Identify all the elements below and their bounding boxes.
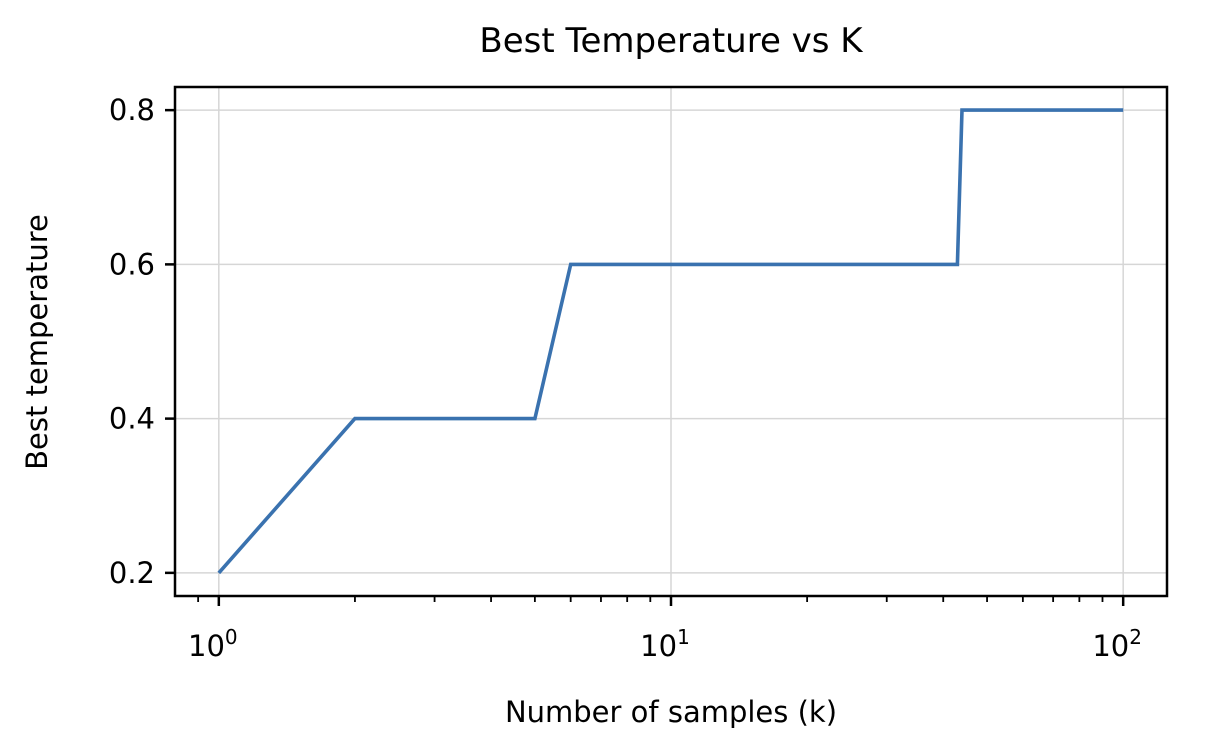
grid	[175, 87, 1167, 596]
x-tick-base: 10	[640, 629, 677, 663]
y-axis-ticks: 0.2 0.4 0.6 0.8	[109, 93, 175, 590]
y-axis-label: Best temperature	[20, 214, 54, 470]
x-tick-exponent: 0	[225, 625, 238, 649]
x-tick-label: 101	[640, 625, 690, 663]
x-tick-exponent: 2	[1129, 625, 1142, 649]
x-tick-label: 100	[188, 625, 238, 663]
x-tick-exponent: 1	[677, 625, 690, 649]
x-axis-ticks: 100 101 102	[188, 596, 1142, 663]
series-line	[217, 108, 1124, 575]
y-tick-label: 0.8	[109, 93, 155, 127]
x-tick-label: 102	[1092, 625, 1142, 663]
x-tick-base: 10	[1092, 629, 1129, 663]
y-tick-label: 0.2	[109, 556, 155, 590]
x-axis-label: Number of samples (k)	[505, 695, 837, 729]
y-tick-label: 0.4	[109, 402, 155, 436]
x-tick-base: 10	[188, 629, 225, 663]
chart-title: Best Temperature vs K	[479, 21, 864, 61]
y-tick-label: 0.6	[109, 247, 155, 281]
series-layer	[217, 108, 1124, 575]
